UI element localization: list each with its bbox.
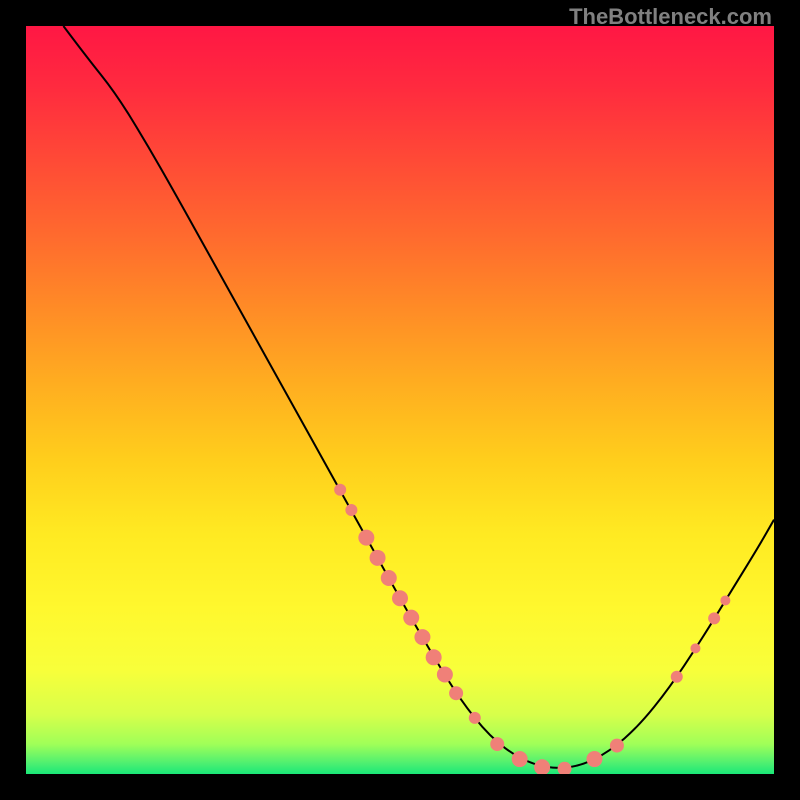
data-marker xyxy=(671,671,683,683)
chart-container: TheBottleneck.com xyxy=(0,0,800,800)
data-marker xyxy=(414,629,430,645)
data-marker xyxy=(437,667,453,683)
data-marker xyxy=(426,649,442,665)
data-marker xyxy=(490,737,504,751)
chart-svg xyxy=(26,26,774,774)
data-marker xyxy=(512,751,528,767)
data-marker xyxy=(334,484,346,496)
data-marker xyxy=(449,686,463,700)
data-marker xyxy=(358,530,374,546)
data-marker xyxy=(708,612,720,624)
data-marker xyxy=(720,595,730,605)
data-marker xyxy=(586,751,602,767)
data-marker xyxy=(345,504,357,516)
data-marker xyxy=(381,570,397,586)
data-marker xyxy=(610,739,624,753)
data-marker xyxy=(370,550,386,566)
data-marker xyxy=(469,712,481,724)
data-marker xyxy=(392,590,408,606)
data-marker xyxy=(690,643,700,653)
plot-area xyxy=(26,26,774,774)
data-marker xyxy=(403,610,419,626)
